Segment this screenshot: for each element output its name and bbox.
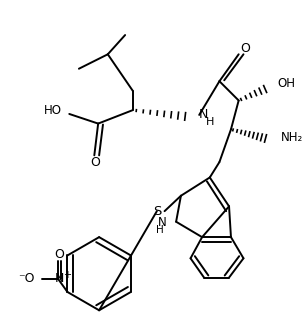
- Text: S: S: [153, 205, 161, 218]
- Text: N: N: [199, 109, 209, 121]
- Text: O: O: [240, 42, 250, 55]
- Text: ⁻O: ⁻O: [18, 272, 35, 285]
- Text: O: O: [54, 248, 64, 261]
- Text: H: H: [206, 117, 214, 127]
- Text: O: O: [90, 155, 100, 169]
- Text: NH₂: NH₂: [281, 131, 303, 144]
- Text: N: N: [158, 216, 167, 229]
- Text: +: +: [63, 270, 71, 280]
- Text: OH: OH: [277, 77, 295, 90]
- Text: N: N: [55, 272, 64, 285]
- Text: H: H: [156, 225, 163, 236]
- Text: HO: HO: [44, 104, 62, 117]
